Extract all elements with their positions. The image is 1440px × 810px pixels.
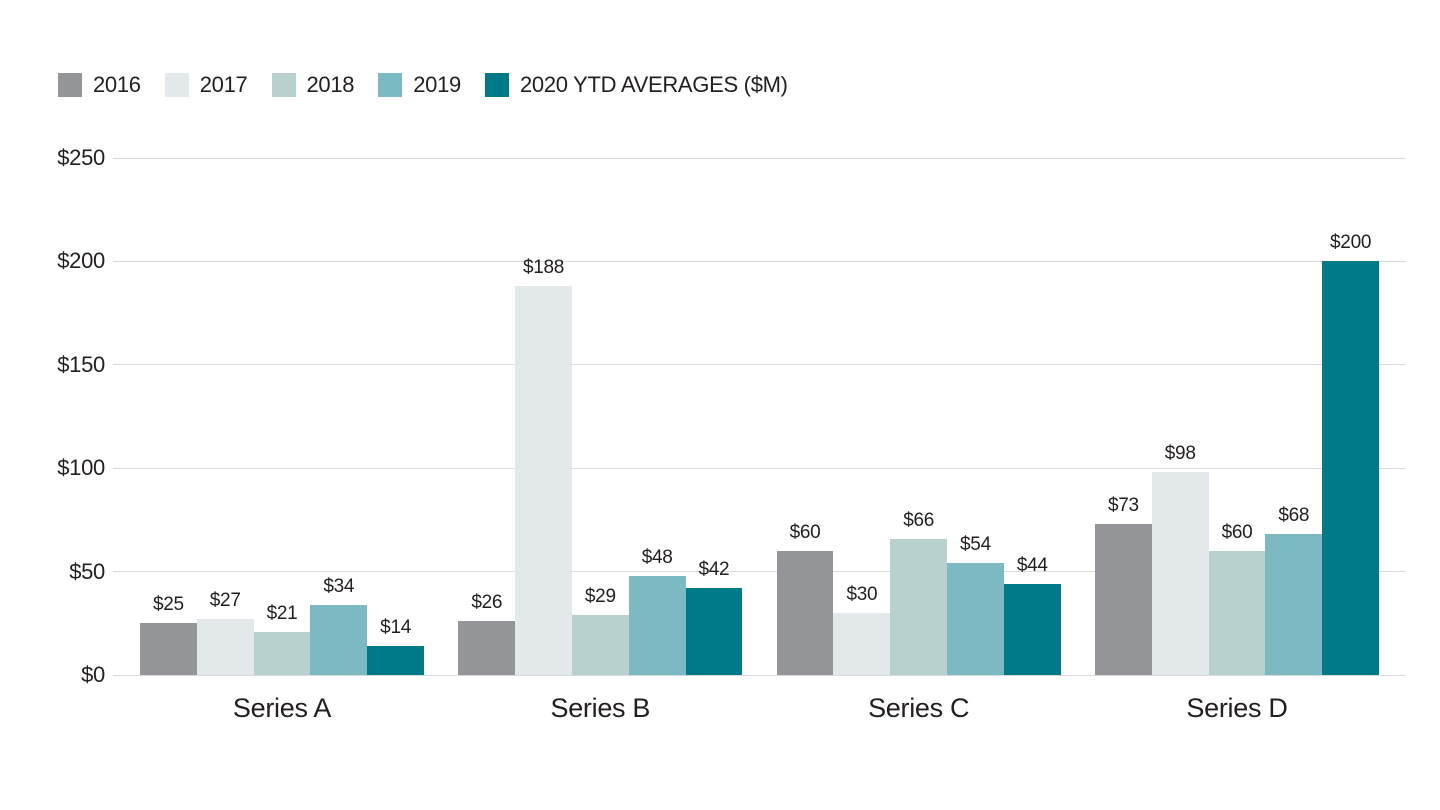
bar-group-series-d: $73 $98 $60 $68 $200: [1095, 158, 1379, 675]
bar-2020-series-d: $200: [1322, 232, 1379, 675]
legend-swatch-icon: [164, 73, 189, 97]
bar-value-label: $48: [641, 546, 673, 568]
legend-swatch-icon: [485, 73, 509, 97]
bar-2019-series-d: $68: [1265, 505, 1323, 675]
bar-2018-series-c: $66: [890, 510, 948, 675]
legend-item-2019: 2019: [378, 72, 461, 98]
gridline: [113, 571, 1406, 573]
legend-swatch-icon: [271, 73, 296, 97]
gridline: [113, 467, 1406, 469]
bar-value-label: $34: [323, 575, 355, 597]
bar-2016-series-d: $73: [1095, 495, 1152, 675]
y-tick-label: $200: [57, 248, 105, 274]
legend-label: 2016: [93, 72, 141, 97]
bar-2017-series-c: $30: [833, 584, 891, 675]
legend-swatch-icon: [58, 73, 82, 97]
bar-value-label: $29: [584, 586, 616, 608]
chart-legend: 2016 2017 2018 2019 2020 YTD AVERAGES ($M): [58, 72, 788, 98]
gridline: [113, 157, 1406, 159]
bar-value-label: $30: [846, 583, 878, 605]
category-label: Series D: [1186, 693, 1288, 723]
bar-value-label: $27: [209, 590, 241, 612]
y-tick-label: $0: [81, 662, 105, 687]
bar-2016-series-c: $60: [776, 522, 834, 675]
gridline: [113, 364, 1406, 366]
bar-2018-series-a: $21: [253, 603, 311, 675]
bar-value-label: $25: [152, 594, 184, 616]
bar-2020-series-c: $44: [1003, 555, 1061, 675]
legend-label: 2018: [306, 72, 355, 97]
bar-value-label: $21: [266, 602, 298, 624]
bar-2016-series-a: $25: [140, 594, 197, 675]
legend-label: 2020 YTD AVERAGES ($M): [520, 72, 788, 97]
bar-2018-series-d: $60: [1208, 522, 1266, 675]
legend-item-2020: 2020 YTD AVERAGES ($M): [485, 72, 788, 98]
bar-value-label: $54: [960, 534, 991, 556]
bar-2017-series-a: $27: [196, 590, 254, 675]
legend-swatch-icon: [378, 73, 403, 97]
bar-group-series-c: $60 $30 $66 $54 $44: [776, 158, 1061, 675]
plot-area: $25 $27 $21 $34 $14 $26 $188 $29 $48 $42 $60 $30 $66…: [113, 157, 1406, 676]
category-label: Series B: [550, 693, 651, 723]
bar-group-series-b: $26 $188 $29 $48 $42: [458, 158, 743, 675]
y-tick-label: $100: [57, 455, 105, 481]
bar-2018-series-b: $29: [571, 586, 629, 675]
category-label: Series A: [232, 693, 332, 723]
bar-2017-series-b: $188: [515, 257, 572, 675]
bar-2019-series-a: $34: [310, 576, 368, 675]
y-tick-label: $250: [57, 145, 105, 170]
bar-value-label: $73: [1107, 495, 1139, 517]
y-tick-label: $150: [57, 351, 105, 377]
legend-item-2017: 2017: [164, 72, 248, 98]
bar-value-label: $98: [1164, 443, 1196, 465]
legend-item-2016: 2016: [58, 72, 141, 98]
bar-value-label: $44: [1016, 555, 1048, 577]
legend-label: 2019: [413, 72, 461, 97]
bar-2020-series-b: $42: [685, 559, 743, 675]
bar-value-label: $68: [1278, 505, 1310, 527]
bar-group-series-a: $25 $27 $21 $34 $14: [140, 158, 424, 675]
bar-value-label: $200: [1330, 232, 1372, 254]
bar-value-label: $14: [380, 617, 411, 639]
gridline: [113, 260, 1406, 262]
legend-label: 2017: [199, 72, 248, 97]
bar-value-label: $26: [471, 592, 503, 614]
legend-item-2018: 2018: [271, 72, 355, 98]
bar-value-label: $60: [1221, 521, 1253, 543]
bar-value-label: $60: [789, 521, 821, 543]
bar-2016-series-b: $26: [458, 592, 516, 675]
bar-value-label: $66: [903, 509, 935, 531]
bar-value-label: $42: [698, 559, 730, 581]
gridline: [113, 674, 1406, 676]
bar-2019-series-c: $54: [947, 534, 1004, 675]
bar-value-label: $188: [522, 257, 565, 279]
bar-2017-series-d: $98: [1151, 443, 1209, 675]
bar-2020-series-a: $14: [367, 617, 424, 675]
bar-2019-series-b: $48: [628, 547, 686, 675]
y-tick-label: $50: [69, 558, 105, 584]
category-label: Series C: [868, 693, 970, 723]
